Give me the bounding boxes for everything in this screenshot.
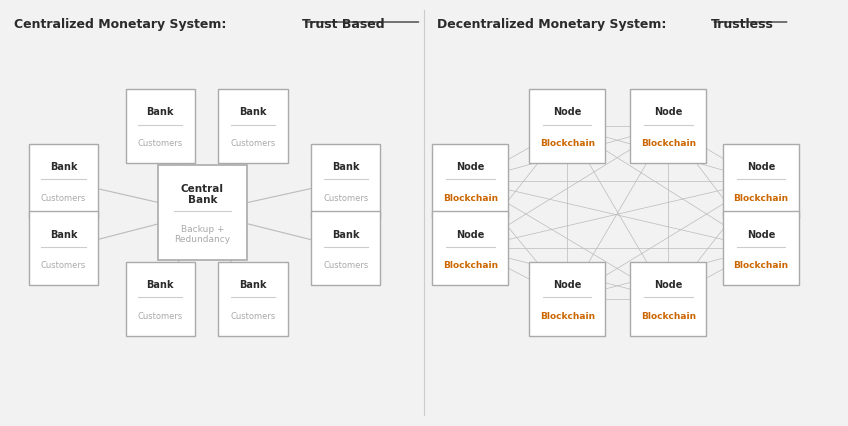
Text: Backup +
Redundancy: Backup + Redundancy	[175, 224, 231, 244]
Text: Bank: Bank	[50, 162, 77, 172]
Text: Node: Node	[553, 279, 582, 289]
Text: Bank: Bank	[332, 229, 360, 239]
Text: Bank: Bank	[239, 107, 267, 117]
FancyBboxPatch shape	[311, 212, 380, 285]
FancyBboxPatch shape	[126, 90, 195, 164]
Text: Centralized Monetary System:: Centralized Monetary System:	[14, 17, 231, 30]
Text: Blockchain: Blockchain	[539, 311, 594, 320]
FancyBboxPatch shape	[529, 90, 605, 164]
FancyBboxPatch shape	[29, 145, 98, 218]
Text: Blockchain: Blockchain	[734, 260, 789, 269]
FancyBboxPatch shape	[219, 262, 287, 336]
FancyBboxPatch shape	[723, 145, 799, 218]
Text: Node: Node	[553, 107, 582, 117]
Text: Customers: Customers	[137, 138, 183, 147]
FancyBboxPatch shape	[311, 145, 380, 218]
Text: Blockchain: Blockchain	[641, 311, 696, 320]
Text: Bank: Bank	[332, 162, 360, 172]
FancyBboxPatch shape	[126, 262, 195, 336]
FancyBboxPatch shape	[529, 262, 605, 336]
Text: Customers: Customers	[323, 193, 368, 202]
Text: Blockchain: Blockchain	[443, 193, 498, 202]
Text: Node: Node	[654, 107, 683, 117]
Text: Node: Node	[456, 229, 484, 239]
Text: Blockchain: Blockchain	[443, 260, 498, 269]
Text: Customers: Customers	[323, 260, 368, 269]
FancyBboxPatch shape	[723, 212, 799, 285]
Text: Trustless: Trustless	[711, 17, 773, 30]
Text: Customers: Customers	[231, 138, 276, 147]
Text: Bank: Bank	[147, 279, 174, 289]
Text: Bank: Bank	[147, 107, 174, 117]
Text: Node: Node	[747, 162, 775, 172]
Text: Trust Based: Trust Based	[302, 17, 384, 30]
Text: Bank: Bank	[239, 279, 267, 289]
Text: Customers: Customers	[41, 260, 86, 269]
Text: Blockchain: Blockchain	[539, 138, 594, 147]
Text: Customers: Customers	[137, 311, 183, 320]
Text: Central
Bank: Central Bank	[181, 183, 224, 205]
Text: Customers: Customers	[231, 311, 276, 320]
FancyBboxPatch shape	[219, 90, 287, 164]
FancyBboxPatch shape	[159, 166, 247, 260]
Text: Customers: Customers	[41, 193, 86, 202]
Text: Blockchain: Blockchain	[734, 193, 789, 202]
Text: Node: Node	[456, 162, 484, 172]
Text: Decentralized Monetary System:: Decentralized Monetary System:	[437, 17, 671, 30]
Text: Node: Node	[654, 279, 683, 289]
FancyBboxPatch shape	[630, 90, 706, 164]
Text: Bank: Bank	[50, 229, 77, 239]
FancyBboxPatch shape	[432, 212, 508, 285]
Text: Blockchain: Blockchain	[641, 138, 696, 147]
Text: Node: Node	[747, 229, 775, 239]
FancyBboxPatch shape	[630, 262, 706, 336]
FancyBboxPatch shape	[432, 145, 508, 218]
FancyBboxPatch shape	[29, 212, 98, 285]
